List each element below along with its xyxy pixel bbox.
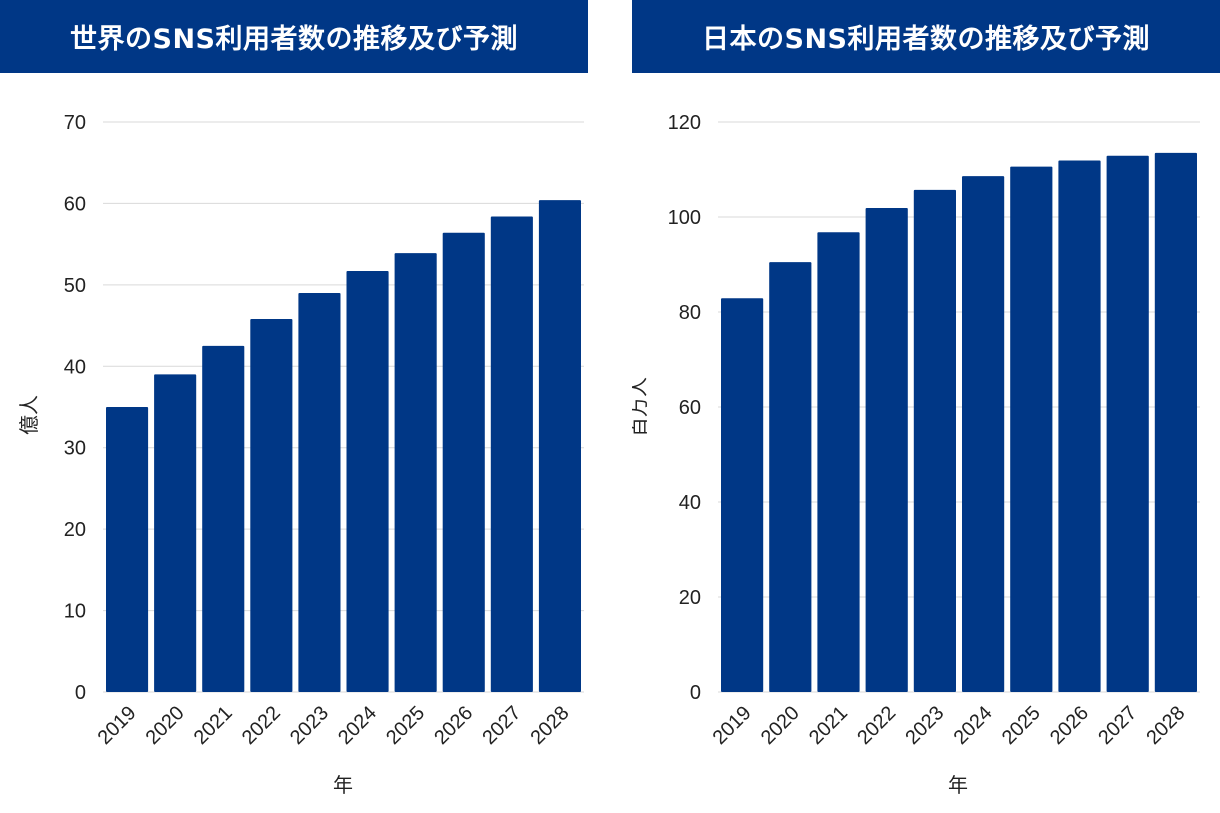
japan-bar-2024 [962, 176, 1005, 692]
world-bar-2025 [394, 253, 437, 692]
world-bar-2020 [154, 374, 197, 692]
japan-y-axis-title: 百万人 [632, 377, 650, 437]
japan-y-tick-label: 80 [679, 302, 701, 324]
world-y-tick-label: 20 [64, 519, 86, 541]
japan-y-tick-label: 40 [679, 492, 701, 514]
japan-y-tick-label: 0 [690, 682, 701, 704]
world-bar-2028 [538, 200, 581, 692]
japan-y-tick-label: 20 [679, 587, 701, 609]
world-bar-2026 [442, 232, 485, 692]
world-x-axis-title: 年 [333, 773, 353, 797]
japan-bar-2022 [865, 207, 908, 692]
japan-x-tick-label: 2024 [950, 702, 997, 749]
world-x-tick-label: 2023 [286, 702, 333, 749]
japan-bar-2026 [1058, 160, 1101, 693]
japan-chart-panel: 日本のSNS利用者数の推移及び予測 0 20 40 60 80 100 120 2019 202… [632, 0, 1220, 813]
japan-bar-2027 [1106, 155, 1149, 693]
japan-x-tick-label: 2022 [853, 702, 900, 749]
world-x-tick-label: 2019 [94, 702, 141, 749]
world-y-tick-label: 40 [64, 356, 86, 378]
japan-x-tick-label: 2025 [998, 702, 1045, 749]
japan-bar-2020 [769, 262, 812, 692]
world-bar-2022 [250, 319, 293, 692]
world-chart-title: 世界のSNS利用者数の推移及び予測 [0, 0, 588, 73]
japan-bar-2023 [913, 189, 956, 693]
japan-x-tick-label: 2021 [805, 702, 852, 749]
japan-x-tick-label: 2027 [1094, 702, 1141, 749]
japan-x-tick-label: 2028 [1142, 702, 1189, 749]
japan-y-tick-label: 120 [668, 112, 701, 134]
world-bar-2021 [202, 345, 245, 692]
japan-x-tick-label: 2019 [709, 702, 756, 749]
world-x-tick-label: 2025 [382, 702, 429, 749]
world-y-tick-label: 50 [64, 275, 86, 297]
japan-chart-title: 日本のSNS利用者数の推移及び予測 [632, 0, 1220, 73]
world-x-tick-label: 2021 [190, 702, 237, 749]
japan-bar-2021 [817, 232, 860, 692]
japan-y-tick-label: 60 [679, 397, 701, 419]
world-x-tick-label: 2022 [238, 702, 285, 749]
world-y-tick-label: 30 [64, 438, 86, 460]
world-x-tick-label: 2026 [430, 702, 477, 749]
world-bar-2019 [106, 407, 149, 692]
world-x-tick-label: 2024 [334, 702, 381, 749]
japan-bar-2025 [1010, 166, 1053, 692]
japan-bar-2019 [721, 298, 764, 692]
japan-x-tick-label: 2026 [1046, 702, 1093, 749]
japan-x-tick-label: 2023 [901, 702, 948, 749]
world-x-tick-label: 2020 [142, 702, 189, 749]
world-bar-2024 [346, 271, 389, 692]
japan-x-tick-label: 2020 [757, 702, 804, 749]
japan-bar-2028 [1154, 152, 1197, 692]
world-bar-2023 [298, 293, 341, 692]
world-x-tick-label: 2028 [526, 702, 573, 749]
japan-y-tick-label: 100 [668, 207, 701, 229]
world-y-axis-title: 億人 [17, 395, 41, 435]
world-y-tick-label: 10 [64, 601, 86, 623]
world-chart-panel: 世界のSNS利用者数の推移及び予測 0 10 20 30 40 50 60 70 2019 202… [0, 0, 588, 813]
world-x-tick-label: 2027 [478, 702, 525, 749]
japan-x-axis-title: 年 [948, 773, 968, 797]
world-y-tick-label: 60 [64, 193, 86, 215]
world-y-tick-label: 0 [75, 682, 86, 704]
world-y-tick-label: 70 [64, 112, 86, 134]
world-bar-2027 [490, 216, 533, 692]
